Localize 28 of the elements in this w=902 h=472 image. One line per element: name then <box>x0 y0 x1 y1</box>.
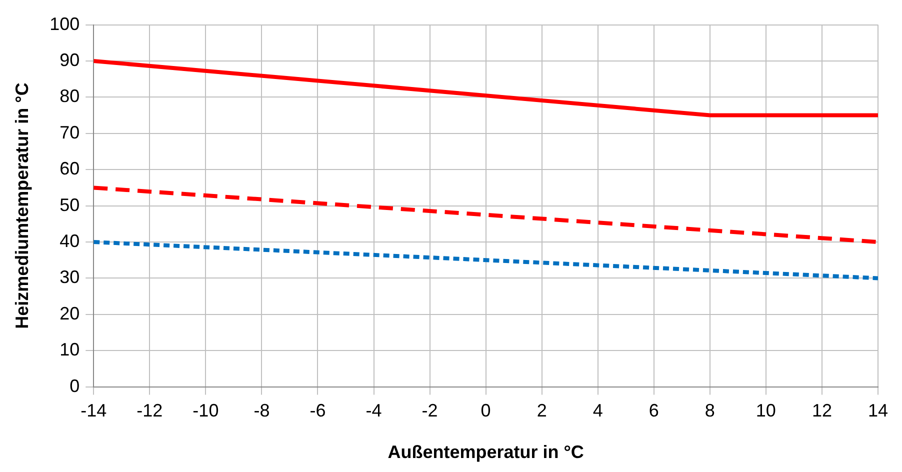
x-tick-label: -4 <box>366 400 382 421</box>
x-tick-label: 6 <box>648 400 659 421</box>
y-tick-label: 30 <box>60 267 80 288</box>
x-tick-label: 4 <box>592 400 603 421</box>
x-tick-label: 10 <box>756 400 776 421</box>
x-tick-label: -6 <box>310 400 326 421</box>
x-tick-label: 12 <box>812 400 832 421</box>
y-tick-label: 60 <box>60 158 80 179</box>
x-tick-label: -10 <box>192 400 219 421</box>
y-tick-label: 20 <box>60 303 80 324</box>
x-tick-label: 2 <box>536 400 547 421</box>
y-tick-label: 70 <box>60 122 80 142</box>
y-tick-label: 90 <box>60 50 80 70</box>
x-tick-label: -12 <box>136 400 163 421</box>
x-tick-label: -8 <box>254 400 270 421</box>
x-tick-label: 8 <box>704 400 715 421</box>
x-tick-label: 0 <box>480 400 491 421</box>
x-tick-label: -2 <box>422 400 438 421</box>
y-tick-label: 50 <box>60 194 80 215</box>
y-tick-label: 100 <box>50 14 80 34</box>
x-tick-label: -14 <box>80 400 107 421</box>
x-tick-label: 14 <box>868 400 888 421</box>
y-axis-title: Heizmediumtemperatur in °C <box>12 82 32 329</box>
y-tick-label: 0 <box>70 376 80 396</box>
y-tick-label: 40 <box>60 230 80 251</box>
y-tick-label: 80 <box>60 86 80 106</box>
y-tick-label: 10 <box>60 340 80 360</box>
x-axis-title: Außentemperatur in °C <box>388 442 584 462</box>
